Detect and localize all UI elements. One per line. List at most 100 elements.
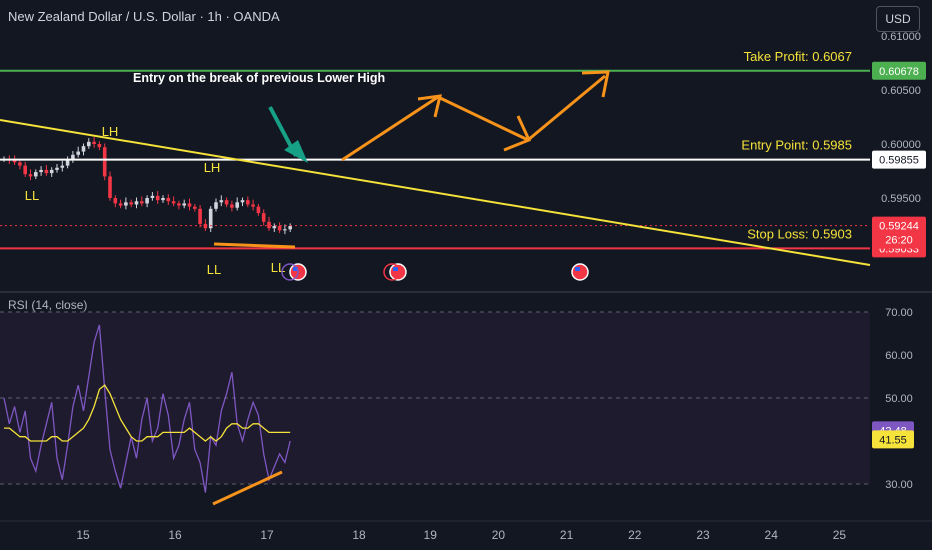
rsi-ma-line[interactable] [4,384,291,442]
rsi-line[interactable] [3,324,291,493]
take-profit-price-badge [872,61,926,80]
entry-point-label: Entry Point: 0.5985 [741,138,852,153]
rsi-ma-value-badge [872,430,914,449]
time-tick-label: 24 [765,528,779,542]
candle [12,160,17,163]
event-marker-icon[interactable] [383,263,401,281]
candle [235,202,239,208]
candle [198,208,202,224]
last-price-text: 0.59244 [879,221,919,233]
lower-low-label: LL [207,262,221,277]
candle [65,159,70,166]
annotation-arrowhead [284,140,308,163]
candle [267,221,271,229]
rsi-title: RSI (14, close) [8,298,88,312]
candle [283,229,287,231]
candle [23,165,27,175]
candle [182,203,186,206]
candle [81,146,86,152]
candle [161,198,165,201]
candle [76,151,80,155]
time-tick-label: 15 [76,528,90,542]
currency-button[interactable]: USD [876,6,920,32]
candle [129,202,133,205]
symbol-title: New Zealand Dollar / U.S. Dollar · 1h · … [8,9,280,24]
us-flag-canton [575,267,580,271]
projection-path[interactable] [341,74,606,162]
candle [87,141,91,147]
time-tick-label: 20 [492,528,506,542]
candle [49,169,54,174]
candle [208,208,213,229]
candle [261,213,266,222]
time-tick-label: 23 [696,528,710,542]
rsi-tick-label: 30.00 [885,479,913,491]
entry-point-price-badge [872,150,926,169]
time-tick-label: 21 [560,528,574,542]
candle [118,203,123,206]
candle [230,204,234,208]
price-tick-label: 0.60500 [881,85,921,97]
time-tick-label: 19 [424,528,438,542]
candle [39,169,43,173]
time-tick-label: 18 [352,528,366,542]
candle [246,200,250,205]
candle [113,198,118,204]
time-tick-label: 16 [168,528,182,542]
time-tick-label: 25 [833,528,847,542]
candle [97,144,102,148]
descending-trendline[interactable] [0,119,871,266]
candle [177,203,181,206]
lower-low-label: LL [25,188,39,203]
us-flag-canton [393,267,398,271]
rsi-tick-label: 60.00 [885,350,913,362]
candle [124,202,128,206]
candle [28,174,33,177]
candle [256,206,261,214]
candle [187,203,192,207]
candle [92,141,96,144]
candle [288,226,292,230]
us-flag-canton [293,267,298,271]
time-tick-label: 17 [260,528,274,542]
rsi-divergence-line [212,470,283,506]
price-tick-label: 0.60000 [881,139,921,151]
us-flag-icon[interactable] [571,263,589,281]
candle [272,226,277,229]
candle [18,162,22,166]
candle [34,172,38,177]
last-price-badge [872,216,926,249]
candle [134,201,139,205]
candle [193,206,197,209]
support-underline [213,242,296,249]
candle [55,167,59,170]
projection-arrowhead [581,70,610,98]
candle [108,176,112,198]
time-tick-label: 22 [628,528,642,542]
take-profit-price-text: 0.60678 [879,66,919,78]
candle [102,147,107,177]
rsi-ma-value-text: 41.55 [879,434,907,446]
candle [166,198,171,202]
price-tick-label: 0.61000 [881,31,921,43]
candle [219,200,224,203]
price-tick-label: 0.59500 [881,193,921,205]
countdown-text: 26:20 [885,235,913,247]
candle [150,195,155,198]
candle [155,195,160,201]
rsi-tick-label: 50.00 [885,393,913,405]
candle [214,202,218,209]
event-marker-icon[interactable] [281,263,299,281]
candle [277,226,282,231]
rsi-tick-label: 70.00 [885,307,913,319]
lower-high-label: LH [102,124,119,139]
projection-arrowhead [503,115,532,152]
candle [251,204,255,207]
entry-annotation: Entry on the break of previous Lower Hig… [133,71,385,85]
entry-point-price-text: 0.59855 [879,155,919,167]
candle [44,169,49,174]
candle [224,200,229,205]
stop-loss-label: Stop Loss: 0.5903 [747,226,852,241]
candle [60,165,65,168]
